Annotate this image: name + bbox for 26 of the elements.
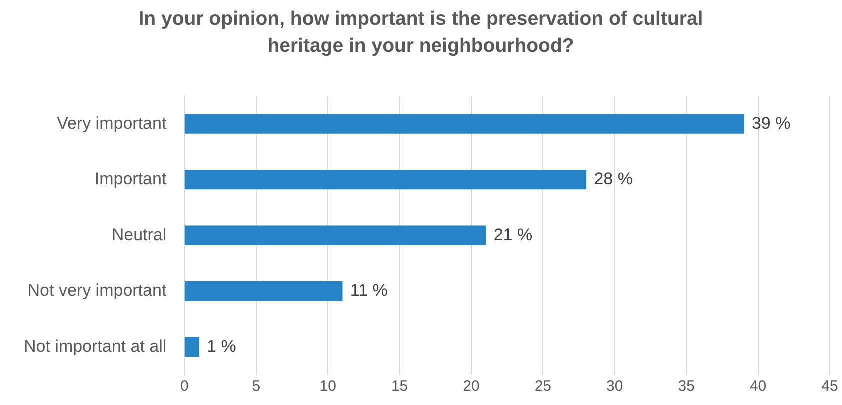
data-label: 11 % (350, 281, 388, 300)
y-tick-label: Neutral (112, 225, 167, 244)
x-tick-label: 10 (320, 378, 336, 396)
bar (184, 114, 744, 134)
y-tick-label: Very important (57, 114, 167, 133)
x-tick-label: 5 (252, 378, 261, 396)
data-label: 1 % (207, 336, 236, 356)
x-tick-label: 20 (463, 378, 480, 396)
x-tick-label: 0 (180, 378, 189, 396)
bar (184, 282, 343, 302)
data-label: 21 % (494, 225, 533, 244)
x-tick-label: 35 (678, 378, 695, 396)
bar (184, 226, 486, 246)
data-label: 39 % (752, 114, 791, 133)
data-label: 28 % (594, 170, 633, 189)
chart-title: In your opinion, how important is the preservation of cultural heritage in your neighbourhood? (138, 7, 704, 59)
y-tick-label: Not important at all (24, 336, 167, 356)
y-tick-label: Important (94, 170, 167, 189)
x-tick-label: 25 (534, 378, 552, 396)
x-tick-label: 40 (750, 378, 767, 396)
x-tick-label: 45 (822, 378, 838, 396)
bar (184, 170, 587, 190)
x-tick-label: 15 (391, 378, 408, 396)
bar (184, 337, 200, 357)
y-tick-label: Not very important (28, 281, 167, 300)
x-tick-label: 30 (606, 378, 624, 396)
